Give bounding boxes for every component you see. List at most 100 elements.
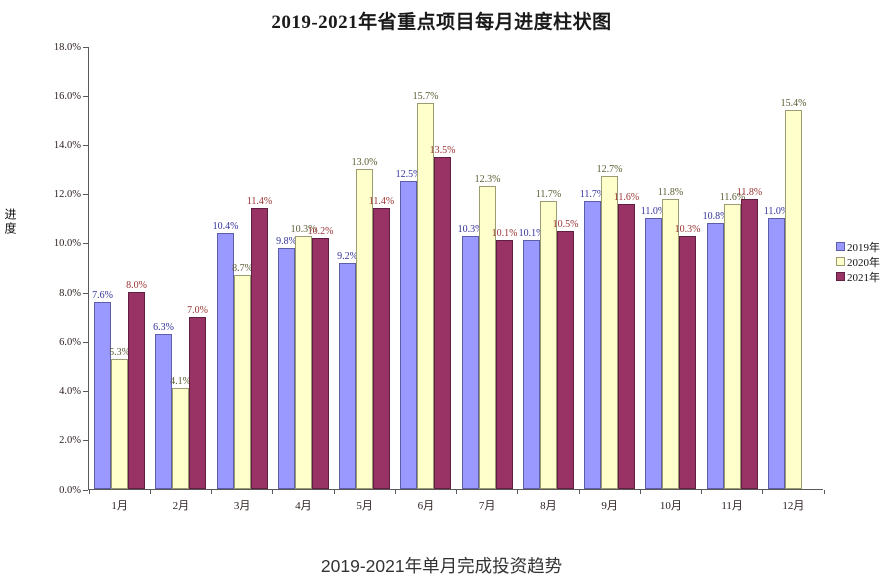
y-axis-tick-label: 14.0%	[53, 139, 81, 151]
bar-value-label: 11.6%	[719, 192, 746, 203]
bar-2021年-9月	[618, 204, 635, 489]
legend-item-2019年: 2019年	[836, 241, 880, 254]
bar-value-label: 11.0%	[763, 206, 790, 217]
y-axis-tick	[83, 46, 88, 48]
x-axis-label: 12月	[782, 500, 805, 512]
bar-2020年-5月	[356, 169, 373, 489]
bar-value-label: 12.7%	[596, 164, 623, 175]
bar-value-label: 13.0%	[351, 157, 378, 168]
y-axis-title: 进度	[3, 208, 17, 236]
bar-2019年-6月	[400, 181, 417, 489]
bar-value-label: 11.4%	[246, 196, 273, 207]
y-axis-tick-label: 8.0%	[59, 287, 81, 299]
bar-2019年-3月	[217, 233, 234, 489]
bar-2020年-6月	[417, 103, 434, 489]
bar-2020年-1月	[111, 359, 128, 489]
bar-value-label: 15.7%	[412, 91, 439, 102]
x-axis-tick	[578, 490, 580, 494]
x-axis-label: 11月	[721, 500, 743, 512]
bar-value-label: 10.5%	[552, 219, 579, 230]
chart-subtitle: 2019-2021年单月完成投资趋势	[320, 556, 563, 576]
bar-value-label: 7.0%	[187, 305, 208, 316]
y-axis-tick	[83, 194, 88, 196]
bar-value-label: 6.3%	[153, 322, 174, 333]
bar-2020年-10月	[662, 199, 679, 489]
y-axis-tick	[83, 95, 88, 97]
legend-label: 2020年	[847, 256, 880, 269]
x-axis-tick	[272, 490, 274, 494]
x-axis-tick	[456, 490, 457, 494]
bar-value-label: 11.8%	[736, 187, 763, 198]
bar-2019年-12月	[768, 218, 785, 489]
y-axis-tick-label: 4.0%	[59, 386, 81, 398]
bar-2021年-8月	[557, 231, 574, 489]
x-axis-tick	[149, 490, 151, 494]
y-axis-tick	[83, 292, 88, 294]
bar-value-label: 10.3%	[674, 224, 701, 235]
bar-2019年-4月	[278, 248, 295, 489]
bar-value-label: 15.4%	[780, 98, 807, 109]
x-axis-label: 8月	[540, 500, 557, 512]
bar-value-label: 10.3%	[290, 224, 317, 235]
bar-value-label: 10.8%	[702, 211, 729, 222]
x-axis-tick	[88, 490, 90, 494]
legend-item-2021年: 2021年	[836, 271, 880, 284]
y-axis-tick-label: 6.0%	[59, 336, 81, 348]
x-axis-tick	[333, 490, 335, 494]
bar-value-label: 11.7%	[579, 189, 606, 200]
bar-2020年-12月	[785, 110, 802, 489]
x-axis-tick	[211, 490, 212, 494]
bar-2021年-10月	[679, 236, 696, 489]
bar-value-label: 10.2%	[307, 226, 334, 237]
bar-2019年-11月	[707, 223, 724, 489]
bar-2021年-4月	[312, 238, 329, 489]
bar-2021年-1月	[128, 292, 145, 489]
bar-value-label: 13.5%	[429, 145, 456, 156]
bar-value-label: 9.8%	[276, 236, 297, 247]
legend-label: 2021年	[847, 271, 880, 284]
bar-2020年-3月	[234, 275, 251, 489]
y-axis-tick-label: 0.0%	[59, 484, 81, 496]
x-axis-label: 6月	[417, 500, 435, 512]
bar-2021年-11月	[741, 199, 758, 489]
bar-value-label: 5.3%	[109, 347, 130, 358]
bar-2020年-9月	[601, 176, 618, 489]
y-axis-tick	[83, 391, 88, 393]
x-axis-tick	[639, 490, 641, 494]
x-axis-label: 1月	[111, 500, 128, 512]
bar-2021年-2月	[189, 317, 206, 489]
chart-title: 2019-2021年省重点项目每月进度柱状图	[271, 12, 612, 33]
bar-value-label: 10.3%	[457, 224, 484, 235]
bar-2020年-11月	[724, 204, 741, 489]
bar-value-label: 10.1%	[491, 228, 518, 239]
y-axis-tick-label: 10.0%	[53, 238, 81, 250]
chart-legend: 2019年 2020年 2021年	[836, 241, 880, 286]
bar-2019年-1月	[94, 302, 111, 489]
y-axis-tick-label: 2.0%	[59, 435, 81, 447]
bar-value-label: 11.6%	[613, 192, 640, 203]
legend-swatch-icon	[836, 272, 845, 281]
x-axis-label: 9月	[601, 500, 618, 512]
y-axis-tick-label: 12.0%	[53, 189, 81, 201]
bar-2019年-5月	[339, 263, 356, 489]
x-axis-tick	[517, 490, 519, 494]
legend-swatch-icon	[836, 242, 845, 251]
bar-2021年-3月	[251, 208, 268, 489]
x-axis-tick	[762, 490, 764, 494]
y-axis-tick-label: 16.0%	[53, 90, 81, 102]
y-axis-tick	[83, 440, 88, 442]
legend-label: 2019年	[847, 241, 880, 254]
bar-2020年-4月	[295, 236, 312, 489]
bar-2020年-2月	[172, 388, 189, 489]
y-axis-tick-label: 18.0%	[53, 41, 81, 53]
bar-value-label: 4.1%	[170, 376, 191, 387]
bar-2019年-8月	[523, 240, 540, 489]
plot-area: 0.0% 2.0% 4.0% 6.0% 8.0% 10.0% 12.0% 14.0% 16.0%…	[54, 42, 825, 512]
legend-item-2020年: 2020年	[836, 256, 880, 269]
x-axis-tick	[394, 490, 396, 494]
bar-2021年-6月	[434, 157, 451, 489]
x-axis-label: 7月	[478, 500, 496, 512]
bar-2019年-7月	[462, 236, 479, 489]
bar-2019年-2月	[155, 334, 172, 489]
